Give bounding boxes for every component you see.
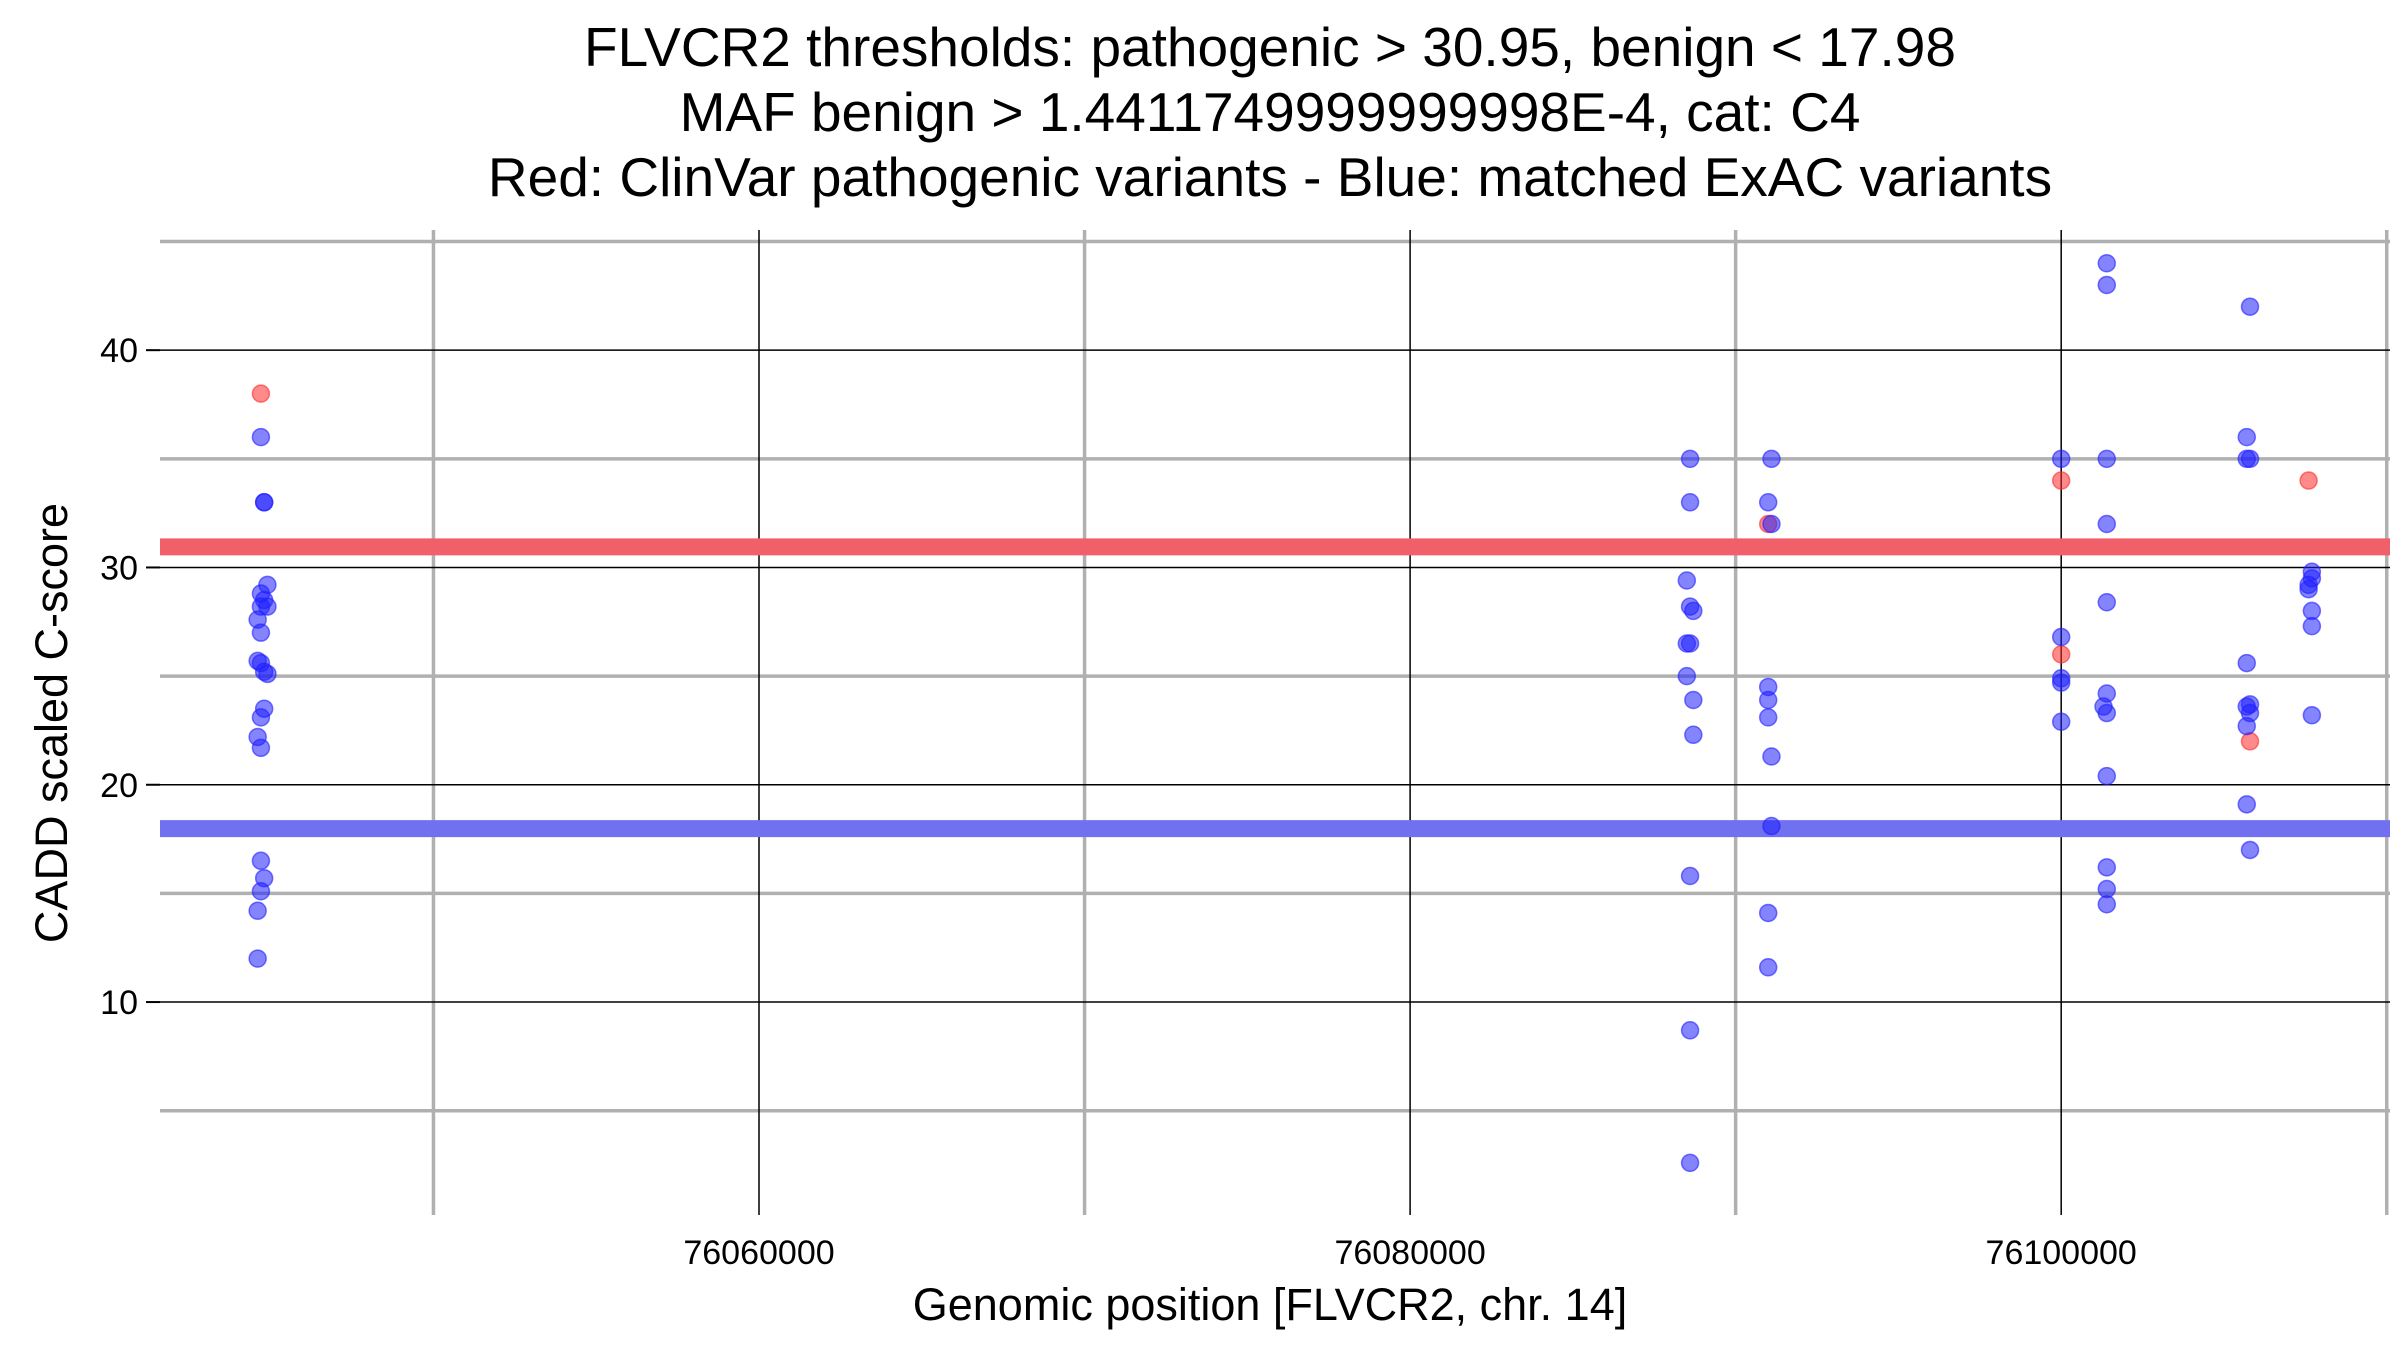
pathogenic-variant-point <box>2240 732 2260 751</box>
exac-variant-point <box>1758 493 1778 512</box>
exac-variant-point <box>2302 616 2322 636</box>
exac-variant-point <box>2240 840 2260 860</box>
x-tick-label: 76060000 <box>683 1234 834 1272</box>
exac-variant-point <box>2237 716 2257 736</box>
exac-variant-point <box>258 664 277 684</box>
data-points <box>248 253 2322 1173</box>
exac-variant-point <box>2051 449 2071 469</box>
exac-variant-point <box>2097 766 2117 786</box>
exac-variant-point <box>1758 690 1778 710</box>
minor-gridlines <box>160 230 2390 1215</box>
chart-title-line-3: Red: ClinVar pathogenic variants - Blue:… <box>488 146 2052 208</box>
y-tick-label: 20 <box>100 767 138 805</box>
exac-variant-point <box>251 851 271 871</box>
exac-variant-point <box>2237 653 2257 673</box>
exac-variant-point <box>1684 601 1703 621</box>
exac-variant-point <box>2302 601 2322 621</box>
exac-variant-point <box>2299 579 2318 599</box>
exac-variant-point <box>1762 747 1781 766</box>
chart-title-line-1: FLVCR2 thresholds: pathogenic > 30.95, b… <box>584 16 1956 78</box>
x-axis-title: Genomic position [FLVCR2, chr. 14] <box>913 1279 1628 1330</box>
pathogenic-variant-point <box>2051 645 2071 664</box>
y-tick-label: 30 <box>100 549 138 587</box>
pathogenic-variant-point <box>2051 471 2071 490</box>
exac-variant-point <box>1762 514 1781 534</box>
exac-variant-point <box>251 427 271 447</box>
exac-variant-point <box>1680 449 1700 469</box>
exac-variant-point <box>2302 705 2322 725</box>
exac-variant-point <box>1680 1153 1700 1173</box>
exac-variant-point <box>1680 1021 1700 1040</box>
exac-variant-point <box>2097 253 2117 273</box>
exac-variant-point <box>1762 816 1781 836</box>
x-tick-label: 76100000 <box>1986 1234 2137 1272</box>
exac-variant-point <box>1677 571 1697 590</box>
chart-title-line-2: MAF benign > 1.4411749999999998E-4, cat:… <box>680 81 1861 143</box>
exac-variant-point <box>248 949 267 968</box>
threshold-lines <box>160 538 2390 838</box>
y-tick-label: 40 <box>100 332 138 370</box>
pathogenic-variant-point <box>251 384 271 403</box>
exac-variant-point <box>1762 449 1781 469</box>
exac-variant-point <box>251 623 271 642</box>
exac-variant-point <box>1680 866 1700 886</box>
exac-variant-point <box>2097 895 2117 914</box>
exac-variant-point <box>2097 514 2117 534</box>
pathogenic-variant-point <box>2299 471 2318 490</box>
exac-variant-point <box>251 881 271 901</box>
exac-variant-point <box>251 708 271 727</box>
exac-variant-point <box>2051 673 2071 692</box>
exac-variant-point <box>1758 903 1778 923</box>
exac-variant-point <box>2097 858 2117 877</box>
exac-variant-point <box>251 738 271 758</box>
exac-variant-point <box>1684 690 1703 710</box>
exac-variant-point <box>258 597 277 616</box>
exac-variant-point <box>1677 666 1697 686</box>
exac-variant-point <box>2097 703 2117 723</box>
y-tick-label: 10 <box>100 984 138 1022</box>
exac-variant-point <box>254 493 274 512</box>
exac-variant-point <box>2051 627 2071 647</box>
x-tick-label: 76080000 <box>1334 1234 1485 1272</box>
exac-variant-point <box>1758 958 1778 977</box>
y-axis-title: CADD scaled C-score <box>26 503 77 943</box>
exac-variant-point <box>2097 592 2117 612</box>
exac-variant-point <box>2097 879 2117 899</box>
exac-variant-point <box>2240 449 2260 469</box>
exac-variant-point <box>2237 427 2257 447</box>
exac-variant-point <box>2240 297 2260 316</box>
exac-variant-point <box>2097 275 2117 295</box>
exac-variant-point <box>1684 725 1703 745</box>
exac-variant-point <box>2237 795 2257 814</box>
exac-variant-point <box>1680 634 1700 653</box>
exac-variant-point <box>248 901 267 921</box>
major-gridlines <box>160 230 2390 1215</box>
axis-ticks: 10 20 30 40 76060000 76080000 76100000 <box>100 332 2137 1272</box>
exac-variant-point <box>1680 493 1700 512</box>
exac-variant-point <box>2097 449 2117 469</box>
exac-variant-point <box>2051 712 2071 731</box>
exac-variant-point <box>1758 708 1778 727</box>
